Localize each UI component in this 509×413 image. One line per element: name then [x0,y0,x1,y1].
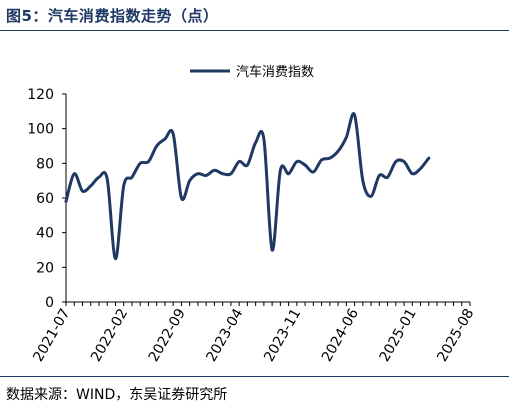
data-point [353,114,356,116]
data-point [329,157,331,159]
x-tick-label: 2025-01 [377,306,420,365]
data-point [337,150,339,152]
data-point [230,172,232,175]
data-point [197,172,199,175]
title-divider [0,30,509,31]
y-tick-label: 0 [45,295,54,311]
x-axis: 2021-07 2022-02 2022-09 2023-04 2023-11 2024-… [30,301,477,365]
legend: 汽车消费指数 [190,64,314,80]
x-tick-label: 2024-06 [319,306,362,365]
legend-label: 汽车消费指数 [236,64,314,80]
data-point [312,171,315,173]
data-point [246,164,249,166]
data-point [345,136,348,139]
source-note: 数据来源：WIND，东吴证券研究所 [6,387,228,403]
x-tick-label: 2021-07 [30,306,73,365]
x-tick-label: 2023-04 [204,306,247,365]
y-tick-label: 100 [27,122,54,138]
y-tick-label: 120 [27,87,54,103]
data-point [98,176,100,178]
x-tick-label: 2023-11 [261,306,304,365]
data-point [205,174,207,177]
data-point [296,160,298,163]
y-tick-label: 60 [36,191,54,207]
data-point [238,160,240,163]
data-point [378,174,381,177]
data-point [180,197,183,199]
data-point [386,176,389,178]
data-point [155,145,158,147]
y-tick-label: 80 [36,156,54,172]
y-tick-label: 40 [36,226,54,242]
data-point [188,179,191,182]
data-point [279,169,282,172]
data-point [147,160,150,163]
data-point [81,190,84,192]
data-point [164,138,166,140]
data-point [65,200,67,203]
series-layer [64,112,431,261]
data-point [411,172,414,175]
data-point [122,185,125,187]
series-line-0 [64,112,431,261]
data-point [287,172,290,175]
data-point [213,169,216,172]
data-point [403,160,405,163]
data-point [114,257,117,260]
y-tick-label: 20 [36,260,54,276]
data-point [419,167,422,170]
data-point [320,159,323,161]
x-tick-label: 2022-02 [88,306,131,365]
data-point [362,179,364,182]
x-tick-label: 2025-08 [434,306,477,365]
data-point [394,160,397,163]
figure-title: 图5：汽车消费指数走势（点） [6,7,219,25]
data-point [271,249,273,251]
x-tick-label: 2022-09 [146,306,189,365]
source-divider [0,376,509,377]
data-point [370,195,372,198]
data-point [263,138,265,140]
data-point [304,164,306,166]
data-point [73,172,76,175]
data-point [106,178,109,180]
data-point [172,133,174,135]
data-point [427,157,430,159]
data-point [139,162,142,165]
data-point [221,172,224,175]
data-point [89,185,92,187]
data-point [254,141,257,144]
data-point [131,176,133,178]
y-axis: 0 20 40 60 80 100 120 [27,87,67,311]
